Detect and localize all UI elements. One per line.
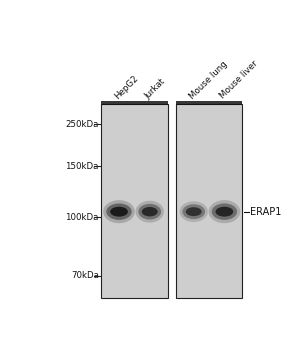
Ellipse shape [180,201,208,222]
Ellipse shape [208,200,240,223]
Text: 70kDa: 70kDa [71,271,99,280]
Ellipse shape [110,207,128,217]
Ellipse shape [142,207,158,216]
Text: 100kDa: 100kDa [65,213,99,222]
Ellipse shape [138,204,161,219]
Text: Mouse lung: Mouse lung [187,59,229,101]
Text: ERAP1: ERAP1 [250,207,282,217]
Ellipse shape [135,201,164,223]
Text: HepG2: HepG2 [113,74,140,101]
Ellipse shape [186,207,202,216]
Ellipse shape [212,203,237,220]
Ellipse shape [106,203,132,220]
Ellipse shape [103,200,135,223]
Text: Jurkat: Jurkat [143,77,167,101]
Text: 150kDa: 150kDa [65,162,99,170]
Bar [176,104,242,298]
Text: Mouse liver: Mouse liver [218,59,260,101]
Bar [101,104,168,298]
Ellipse shape [182,204,205,219]
Text: 250kDa: 250kDa [65,120,99,129]
Ellipse shape [215,207,233,217]
